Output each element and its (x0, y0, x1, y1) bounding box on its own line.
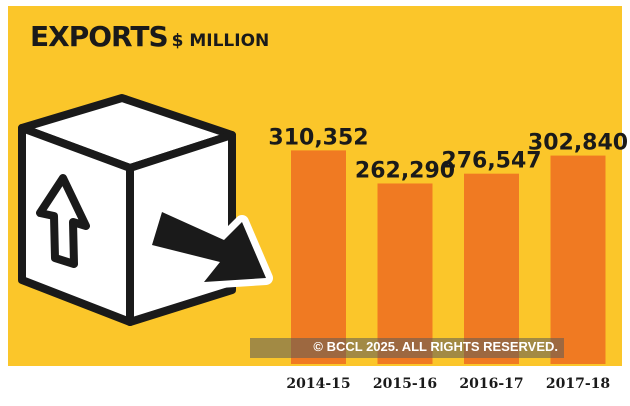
value-label-2015-16: 262,290 (355, 158, 455, 183)
bar-2016-17 (464, 173, 519, 364)
chart-title: EXPORTS $ MILLION (30, 20, 269, 53)
bar-2017-18 (550, 155, 606, 364)
bar-2014-15 (291, 150, 346, 364)
value-label-2017-18: 302,840 (528, 131, 628, 156)
watermark-text: © BCCL 2025. ALL RIGHTS RESERVED. (313, 339, 558, 354)
chart-subtitle-unit: $ MILLION (171, 31, 270, 51)
watermark-bar: © BCCL 2025. ALL RIGHTS RESERVED. (250, 338, 564, 358)
bar-2015-16 (377, 183, 433, 364)
category-labels-group: 2014-15 2015-16 2016-17 2017-18 (286, 376, 610, 392)
chart-title-text: EXPORTS (30, 20, 169, 53)
category-label-2015-16: 2015-16 (373, 376, 437, 392)
category-label-2016-17: 2016-17 (459, 376, 523, 392)
value-label-2016-17: 276,547 (441, 149, 541, 174)
bars-group (291, 150, 606, 364)
category-label-2014-15: 2014-15 (286, 376, 350, 392)
value-label-2014-15: 310,352 (268, 125, 368, 150)
category-label-2017-18: 2017-18 (546, 376, 610, 392)
export-box-icon (18, 94, 273, 326)
